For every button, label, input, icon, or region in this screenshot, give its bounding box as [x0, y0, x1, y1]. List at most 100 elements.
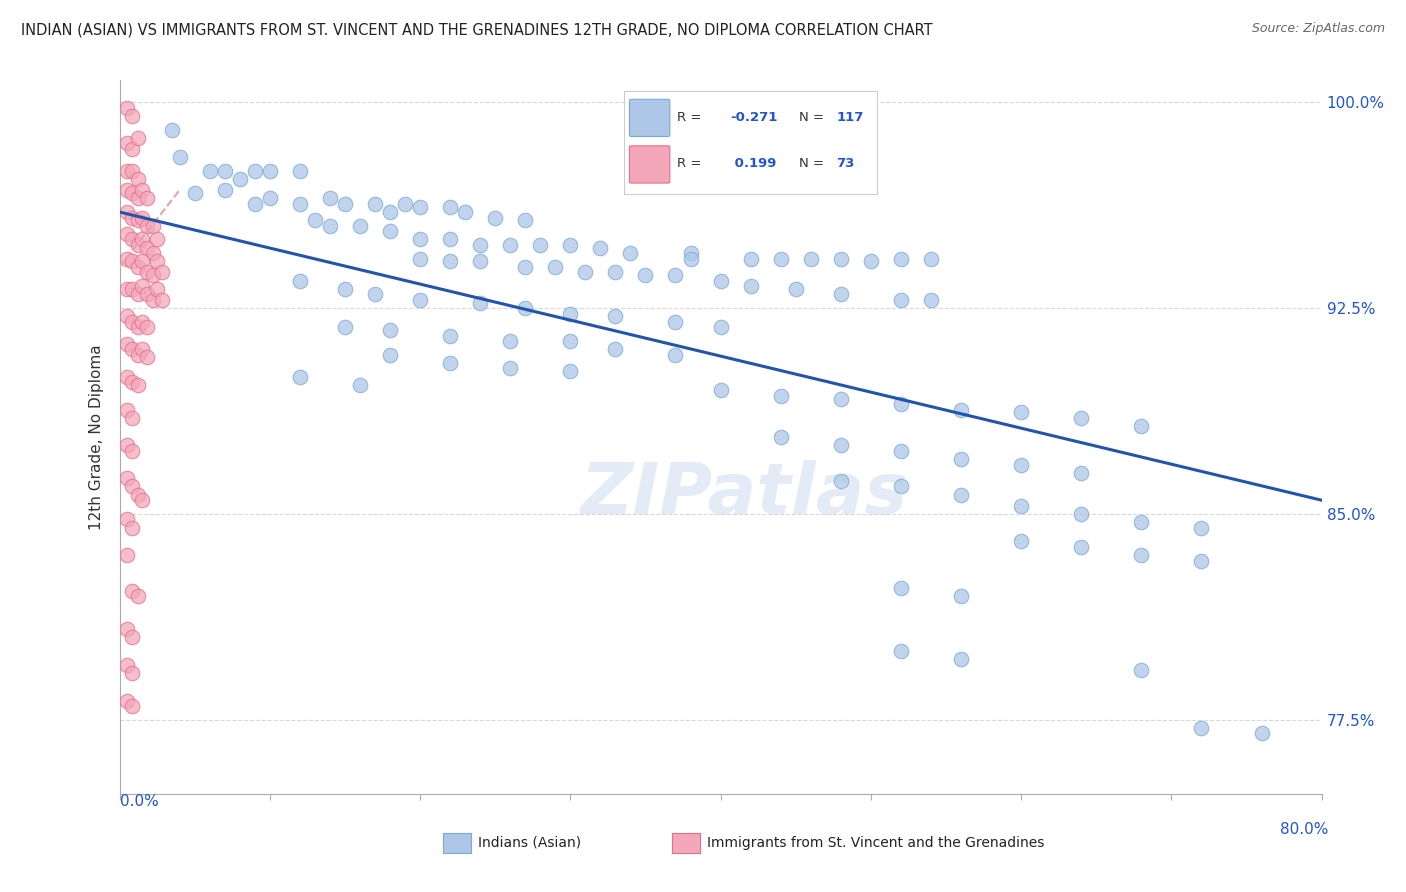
Point: [169, 150, 191, 164]
Point: [121, 315, 143, 329]
Point: [484, 211, 506, 225]
Point: [439, 356, 461, 370]
Point: [135, 351, 157, 365]
Point: [115, 693, 138, 707]
Point: [560, 238, 582, 252]
Point: [131, 254, 153, 268]
Point: [127, 172, 149, 186]
Point: [515, 301, 537, 315]
Text: 0.0%: 0.0%: [120, 794, 159, 809]
Point: [127, 320, 149, 334]
Point: [127, 191, 149, 205]
Point: [499, 361, 522, 376]
Point: [679, 246, 702, 260]
Point: [146, 254, 169, 268]
Point: [121, 164, 143, 178]
Point: [560, 334, 582, 348]
Point: [121, 666, 143, 681]
Point: [127, 238, 149, 252]
Point: [146, 232, 169, 246]
Point: [830, 392, 852, 406]
Point: [115, 438, 138, 452]
Point: [1010, 499, 1032, 513]
Point: [454, 205, 477, 219]
Point: [468, 295, 492, 310]
Point: [131, 211, 153, 225]
Point: [769, 389, 792, 403]
Point: [319, 191, 342, 205]
Point: [115, 402, 138, 417]
Point: [115, 252, 138, 266]
Point: [1189, 721, 1212, 735]
Point: [619, 246, 641, 260]
Point: [364, 287, 387, 301]
Point: [288, 274, 311, 288]
Point: [499, 334, 522, 348]
Point: [115, 227, 138, 241]
Point: [709, 384, 731, 398]
Point: [634, 268, 657, 282]
Point: [515, 213, 537, 227]
Point: [115, 136, 138, 151]
Point: [121, 631, 143, 645]
Point: [131, 343, 153, 357]
Point: [378, 205, 401, 219]
Point: [127, 488, 149, 502]
Point: [890, 581, 912, 595]
Point: [544, 260, 567, 274]
Point: [1010, 534, 1032, 549]
Point: [1130, 419, 1153, 434]
Point: [740, 252, 762, 266]
Point: [920, 252, 942, 266]
Point: [142, 268, 165, 282]
Text: Immigrants from St. Vincent and the Grenadines: Immigrants from St. Vincent and the Gren…: [707, 836, 1045, 850]
Point: [1130, 548, 1153, 562]
Point: [121, 583, 143, 598]
Point: [131, 493, 153, 508]
Point: [146, 282, 169, 296]
Point: [127, 213, 149, 227]
Point: [409, 252, 432, 266]
Point: [890, 479, 912, 493]
Point: [890, 644, 912, 658]
Point: [349, 219, 371, 233]
Point: [127, 589, 149, 603]
Point: [409, 232, 432, 246]
Point: [214, 164, 236, 178]
Point: [950, 589, 973, 603]
Point: [259, 164, 281, 178]
Point: [333, 196, 356, 211]
Text: 80.0%: 80.0%: [1281, 822, 1329, 837]
Point: [800, 252, 823, 266]
Point: [142, 219, 165, 233]
Point: [115, 548, 138, 562]
Point: [499, 238, 522, 252]
Point: [515, 260, 537, 274]
Point: [333, 282, 356, 296]
Point: [121, 443, 143, 458]
Point: [364, 196, 387, 211]
Point: [121, 343, 143, 357]
Point: [288, 164, 311, 178]
Point: [769, 252, 792, 266]
Y-axis label: 12th Grade, No Diploma: 12th Grade, No Diploma: [89, 344, 104, 530]
Point: [150, 265, 173, 279]
Point: [574, 265, 596, 279]
Point: [228, 172, 252, 186]
Point: [115, 657, 138, 672]
Point: [214, 183, 236, 197]
Point: [121, 232, 143, 246]
Point: [605, 265, 627, 279]
Point: [243, 164, 266, 178]
Point: [127, 378, 149, 392]
Point: [115, 622, 138, 636]
Text: ZIPatlas: ZIPatlas: [581, 459, 908, 529]
Point: [1189, 553, 1212, 567]
Point: [115, 471, 138, 485]
Point: [142, 293, 165, 307]
Point: [1250, 726, 1272, 740]
Point: [127, 287, 149, 301]
Point: [468, 254, 492, 268]
Point: [920, 293, 942, 307]
Point: [121, 142, 143, 156]
